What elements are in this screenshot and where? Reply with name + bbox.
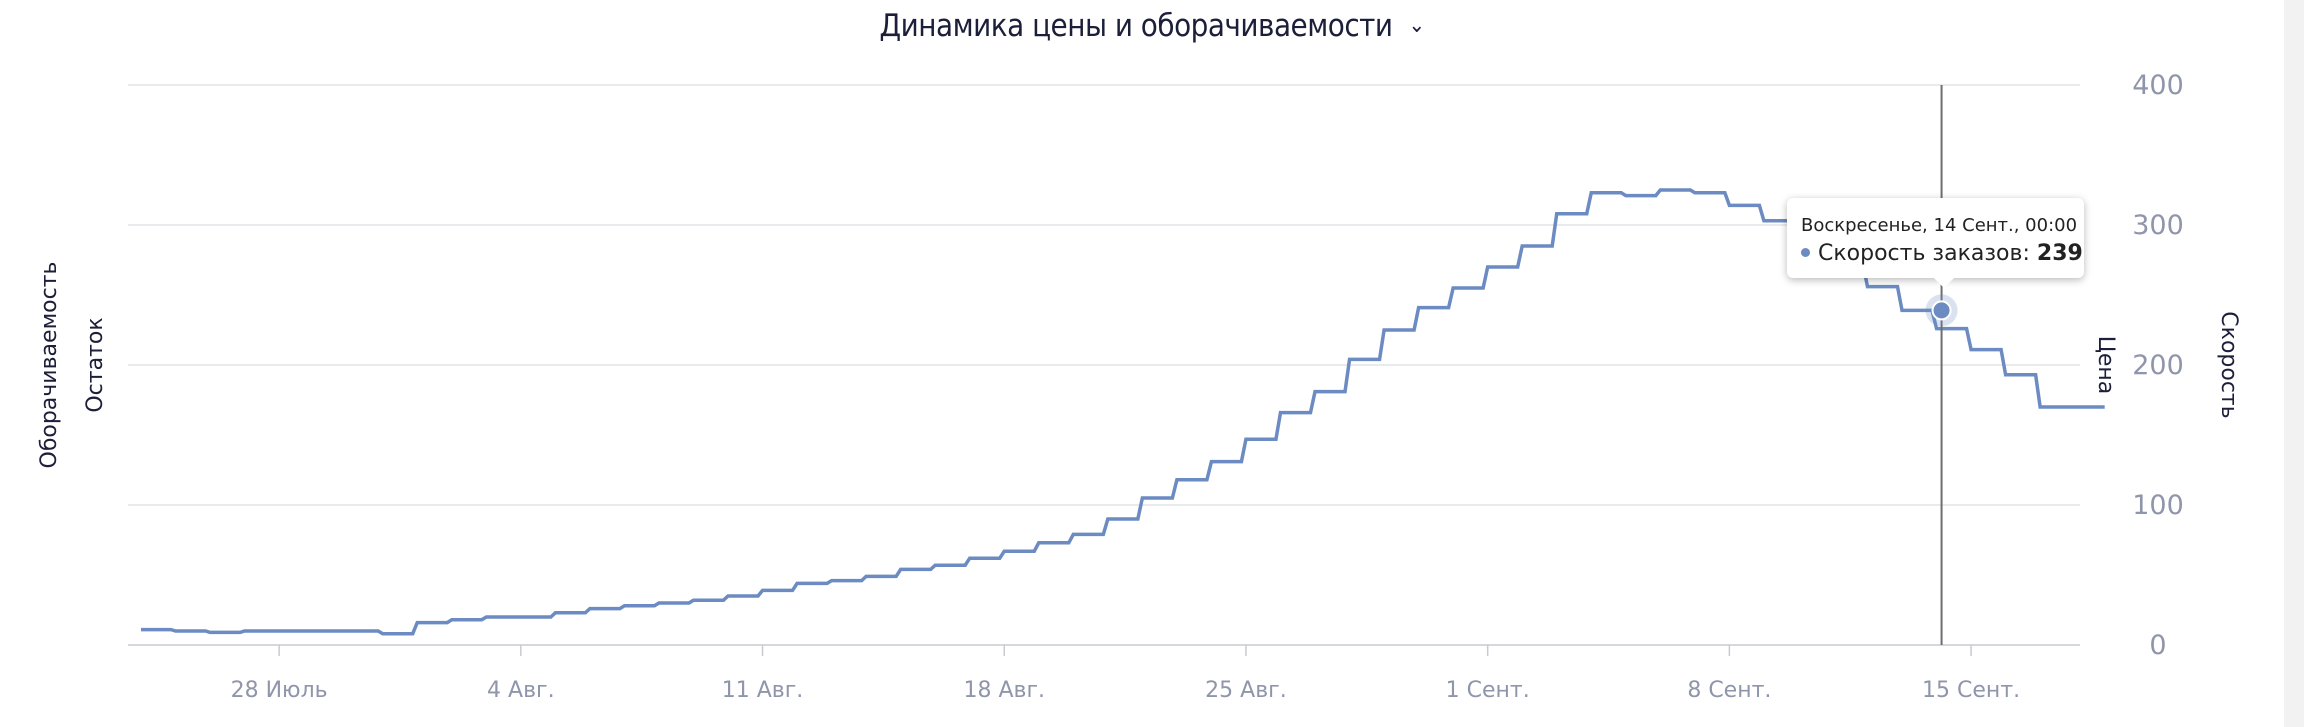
tooltip-series-label: Скорость заказов: xyxy=(1818,241,2037,266)
chevron-down-icon: ⌄ xyxy=(1408,13,1426,38)
x-tick-label: 28 Июль xyxy=(231,678,328,703)
chart-title-dropdown[interactable]: Динамика цены и оборачиваемости ⌄ xyxy=(879,8,1426,44)
chart-title: Динамика цены и оборачиваемости xyxy=(879,8,1393,44)
chart-tooltip: Воскресенье, 14 Сент., 00:00 Скорость за… xyxy=(1787,198,2084,288)
right-axis-title-price: Цена xyxy=(2093,336,2118,394)
series-marker-icon xyxy=(1801,248,1810,257)
tooltip-date: Воскресенье, 14 Сент., 00:00 xyxy=(1801,215,2078,236)
gridlines xyxy=(128,84,2080,646)
x-tick-label: 18 Авг. xyxy=(963,678,1045,703)
series-layer xyxy=(141,188,2105,636)
x-tick-label: 25 Авг. xyxy=(1205,678,1287,703)
y-tick-label: 400 xyxy=(2132,70,2184,101)
hover-point xyxy=(1931,300,1952,321)
crosshair-layer xyxy=(1925,85,1958,645)
y-tick-label: 0 xyxy=(2149,630,2166,661)
left-axis-title-stock: Остаток xyxy=(83,317,108,412)
x-axis: 28 Июль 4 Авг. 11 Авг. 18 Авг. 25 Авг. 1 Сент… xyxy=(231,645,2020,703)
vertical-scrollbar[interactable] xyxy=(2284,0,2304,727)
y-tick-label: 300 xyxy=(2132,210,2184,241)
y-tick-label: 200 xyxy=(2132,350,2184,381)
x-tick-label: 4 Авг. xyxy=(487,678,555,703)
left-axis-title-turnover: Оборачиваемость xyxy=(37,261,62,468)
tooltip-value: 239 xyxy=(2036,241,2083,266)
x-tick-label: 15 Сент. xyxy=(1922,678,2020,703)
x-tick-label: 8 Сент. xyxy=(1687,678,1771,703)
right-y-axis: 0 100 200 300 400 xyxy=(2132,70,2184,661)
series-line-order-speed xyxy=(141,188,2105,636)
x-tick-label: 11 Авг. xyxy=(722,678,804,703)
tooltip-series-row: Скорость заказов: 239 xyxy=(1801,241,2083,266)
y-tick-label: 100 xyxy=(2132,490,2184,521)
right-axis-title-speed: Скорость xyxy=(2216,311,2241,418)
x-tick-label: 1 Сент. xyxy=(1446,678,1530,703)
axis-titles: Оборачиваемость Остаток Цена Скорость xyxy=(37,261,2241,468)
